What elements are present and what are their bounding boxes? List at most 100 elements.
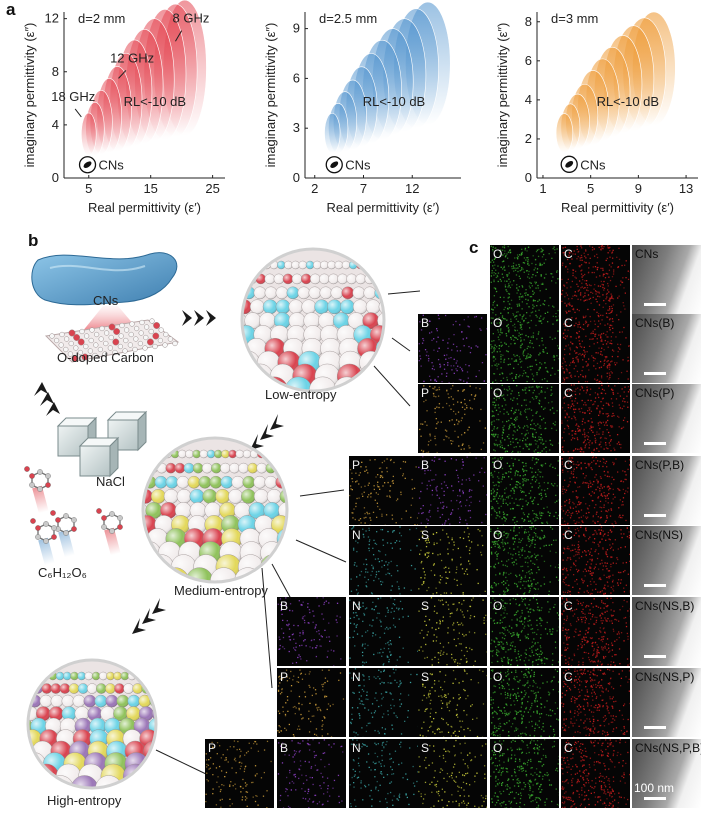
scale-bar	[644, 442, 666, 445]
arrow-to-medium-entropy	[250, 414, 284, 450]
rl-region-label: RL<-10 dB	[597, 94, 660, 109]
element-map-s: S	[418, 739, 487, 808]
chart-d3mm: 1 5 9 13 0 2 4 6 8 Real permittivity (ε′) imaginar…	[495, 11, 698, 215]
lattice-atom	[373, 273, 384, 285]
element-map-c: C	[561, 245, 630, 314]
carbon-atom	[99, 325, 105, 332]
element-map-label: S	[421, 528, 430, 542]
carbon-atom	[77, 349, 84, 356]
lattice-atom	[382, 273, 384, 285]
carbon-atom	[49, 333, 55, 339]
oxygen-atom	[108, 323, 116, 331]
element-map-label: O	[493, 599, 503, 613]
element-map-c: C	[561, 456, 630, 525]
sample-label: CNs(P,B)	[635, 458, 685, 472]
lattice-atom	[143, 554, 152, 580]
y-tick-label: 8	[52, 64, 59, 79]
glucose-atom	[45, 473, 51, 479]
element-map-s: S	[418, 668, 487, 737]
lattice-atom	[395, 338, 416, 359]
lattice-atom	[307, 568, 334, 595]
x-axis-label: Real permittivity (ε′)	[88, 200, 201, 215]
cns-marker-dot	[565, 161, 574, 168]
element-map-label: N	[352, 741, 361, 755]
oxygen-atom	[152, 332, 160, 340]
glucose-atom	[37, 469, 43, 475]
element-map-label: C	[564, 599, 573, 613]
y-tick-label: 0	[52, 170, 59, 185]
carbon-atom	[98, 336, 104, 342]
oxygen-atom	[146, 338, 154, 346]
x-tick-label: 1	[539, 181, 546, 196]
element-map-label: C	[564, 528, 573, 542]
o-doped-carbon-lattice	[44, 318, 180, 363]
y-axis-label: imaginary permittivity (ε″)	[495, 23, 510, 168]
carbon-atom	[112, 349, 118, 356]
carbon-atom	[157, 337, 164, 344]
lattice-atom	[242, 273, 248, 285]
x-axis-label: Real permittivity (ε′)	[327, 200, 440, 215]
y-tick-label: 2	[525, 131, 532, 146]
carbon-atom	[93, 342, 99, 348]
motion-streak	[104, 527, 121, 556]
element-map-label: P	[421, 386, 430, 400]
sample-label: CNs(NS)	[635, 528, 683, 542]
carbon-atom	[137, 340, 144, 347]
lattice-atom	[242, 389, 253, 391]
lattice-atom	[305, 515, 324, 534]
lattice-atom	[405, 300, 419, 314]
element-map-label: S	[421, 670, 430, 684]
sample-label: CNs(B)	[635, 316, 675, 330]
carbon-atom	[139, 319, 145, 326]
high-entropy-label: High-entropy	[47, 793, 122, 808]
medium-entropy-sphere	[141, 436, 334, 595]
glucose-label: C₆H₁₂O₆	[38, 565, 87, 580]
rl-region-ellipse	[555, 113, 574, 153]
lattice-atom	[165, 706, 179, 720]
lattice-atom	[293, 489, 307, 503]
lattice-atom	[145, 763, 156, 788]
carbon-atom	[83, 333, 90, 339]
lattice-atom	[157, 672, 165, 680]
x-tick-label: 13	[679, 181, 693, 196]
element-map-label: O	[493, 458, 503, 472]
tem-image: CNs	[632, 245, 701, 314]
lattice-atom	[28, 694, 31, 708]
lattice-atom	[143, 475, 146, 489]
nacl-cubes	[56, 410, 148, 478]
y-axis-label: imaginary permittivity (ε″)	[22, 23, 37, 168]
glucose-atom	[35, 534, 41, 540]
carbon-atom	[92, 352, 98, 359]
lattice-atom	[28, 683, 34, 694]
glucose-atom	[30, 518, 36, 524]
element-map-label: C	[564, 458, 573, 472]
glucose-atom	[55, 517, 61, 523]
element-map-b: B	[277, 597, 346, 666]
scale-bar	[644, 303, 666, 306]
rl-region-label: RL<-10 dB	[124, 94, 187, 109]
x-tick-label: 15	[143, 181, 157, 196]
y-tick-label: 3	[293, 120, 300, 135]
cns-marker-label: CNs	[580, 157, 606, 172]
lattice-atom	[28, 775, 50, 788]
synthesis-schematic	[24, 247, 420, 790]
annotation-leader	[74, 108, 82, 118]
panel-letter-a: a	[6, 0, 16, 19]
carbon-atom	[133, 325, 140, 332]
panel-letter-b: b	[28, 231, 39, 250]
lattice-atom	[28, 763, 37, 788]
sample-label: CNs(NS,B)	[635, 599, 695, 613]
lattice-atom	[293, 502, 309, 518]
carbon-atom	[143, 324, 150, 330]
carbon-atom	[83, 343, 89, 350]
y-tick-label: 12	[45, 11, 59, 26]
arrow-to-o-doped	[34, 382, 60, 416]
lattice-atom	[357, 376, 384, 391]
element-map-label: N	[352, 599, 361, 613]
glucose-atom	[117, 515, 123, 521]
element-map-label: C	[564, 670, 573, 684]
carbon-atom	[88, 337, 94, 344]
lattice-atom	[149, 671, 156, 681]
y-axis-label: imaginary permittivity (ε″)	[263, 23, 278, 168]
lattice-atom	[293, 463, 303, 473]
